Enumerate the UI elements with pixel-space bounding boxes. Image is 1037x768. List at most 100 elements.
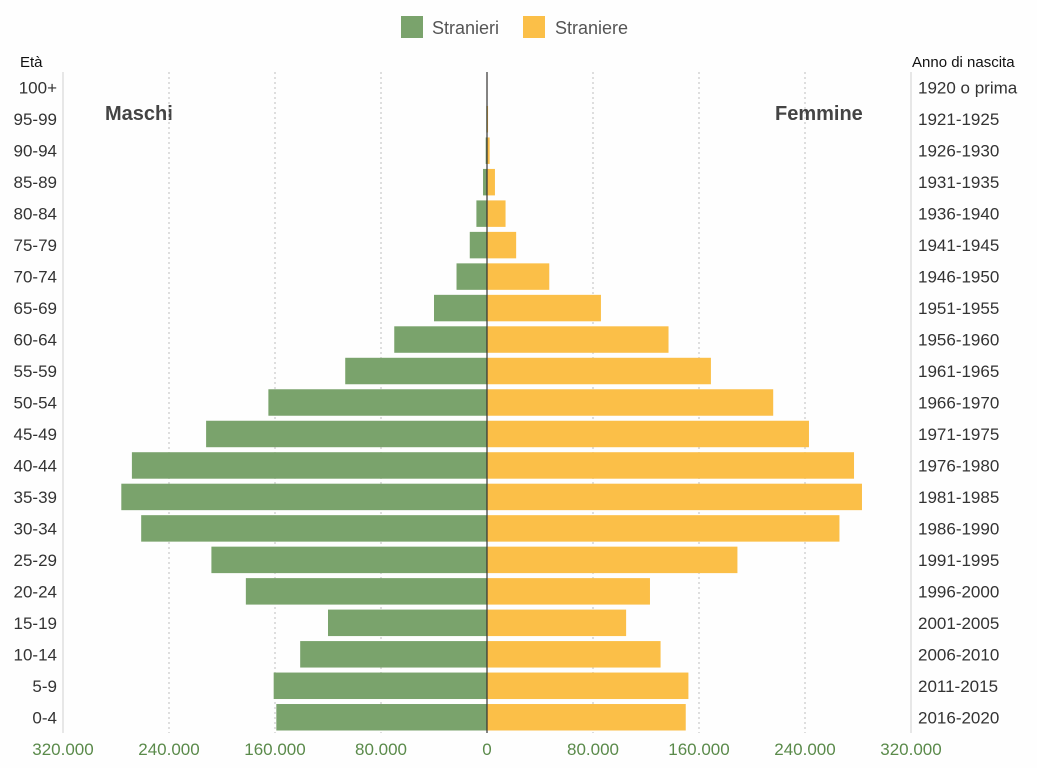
bar-straniere-90-94	[487, 137, 490, 164]
bar-stranieri-50-54	[268, 389, 487, 416]
age-tick-label: 80-84	[14, 205, 57, 224]
males-label: Maschi	[105, 103, 173, 125]
bar-stranieri-5-9	[273, 672, 487, 700]
bar-straniere-0-4	[487, 704, 686, 731]
bar-straniere-35-39	[487, 483, 862, 511]
age-tick-label: 60-64	[14, 331, 57, 350]
age-tick-label: 30-34	[14, 519, 57, 538]
birth-year-tick-label: 1941-1945	[918, 236, 999, 255]
age-tick-label: 25-29	[14, 551, 57, 570]
birth-year-tick-label: 1991-1995	[918, 551, 999, 570]
birth-year-tick-label: 1921-1925	[918, 110, 999, 129]
bar-stranieri-55-59	[345, 357, 487, 385]
birth-axis-title: Anno di nascita	[912, 54, 1015, 71]
bar-straniere-45-49	[487, 420, 809, 448]
bar-stranieri-90-94	[485, 137, 487, 164]
x-tick-label: 80.000	[355, 740, 407, 759]
age-tick-label: 100+	[19, 79, 57, 98]
bar-stranieri-40-44	[131, 452, 487, 479]
bar-straniere-5-9	[487, 672, 689, 700]
age-tick-label: 15-19	[14, 614, 57, 633]
bar-straniere-75-79	[487, 231, 517, 259]
age-tick-label: 5-9	[32, 677, 57, 696]
birth-year-tick-label: 2001-2005	[918, 614, 999, 633]
bar-straniere-40-44	[487, 452, 855, 479]
females-label: Femmine	[775, 103, 863, 125]
birth-year-tick-label: 1996-2000	[918, 582, 999, 601]
birth-year-tick-label: 1920 o prima	[918, 79, 1018, 98]
birth-year-tick-label: 1976-1980	[918, 456, 999, 475]
bar-stranieri-25-29	[211, 546, 487, 574]
legend-label-stranieri: Stranieri	[432, 18, 499, 38]
age-tick-label: 55-59	[14, 362, 57, 381]
birth-year-tick-label: 1966-1970	[918, 394, 999, 413]
age-tick-label: 10-14	[14, 645, 57, 664]
birth-year-tick-label: 1951-1955	[918, 299, 999, 318]
age-tick-label: 70-74	[14, 268, 57, 287]
bar-stranieri-30-34	[141, 515, 488, 542]
age-tick-label: 40-44	[14, 456, 57, 475]
legend-swatch-straniere	[523, 16, 545, 38]
bar-stranieri-65-69	[434, 294, 487, 322]
birth-year-tick-label: 1986-1990	[918, 519, 999, 538]
x-tick-label: 0	[482, 740, 491, 759]
age-tick-label: 20-24	[14, 582, 57, 601]
birth-year-tick-label: 2006-2010	[918, 645, 999, 664]
birth-year-tick-label: 2011-2015	[918, 677, 998, 696]
x-tick-label: 160.000	[244, 740, 305, 759]
birth-year-tick-label: 1981-1985	[918, 488, 999, 507]
bar-straniere-10-14	[487, 641, 661, 668]
bar-straniere-65-69	[487, 294, 601, 322]
birth-year-tick-label: 1926-1930	[918, 142, 999, 161]
age-tick-label: 0-4	[32, 708, 57, 727]
bar-stranieri-10-14	[300, 641, 487, 668]
birth-year-tick-label: 1936-1940	[918, 205, 999, 224]
bar-straniere-15-19	[487, 609, 627, 637]
x-tick-label: 320.000	[32, 740, 93, 759]
bar-straniere-25-29	[487, 546, 738, 574]
bar-straniere-70-74	[487, 263, 550, 290]
birth-year-tick-label: 2016-2020	[918, 708, 999, 727]
x-tick-label: 240.000	[774, 740, 835, 759]
birth-year-tick-label: 1971-1975	[918, 425, 999, 444]
bar-stranieri-80-84	[476, 200, 487, 227]
bar-stranieri-45-49	[206, 420, 487, 448]
age-tick-label: 85-89	[14, 173, 57, 192]
bar-stranieri-85-89	[483, 168, 487, 196]
age-tick-label: 35-39	[14, 488, 57, 507]
age-tick-label: 90-94	[14, 142, 57, 161]
bar-stranieri-75-79	[469, 231, 487, 259]
bar-straniere-20-24	[487, 578, 650, 605]
legend: Stranieri Straniere	[401, 16, 628, 38]
x-tick-label: 320.000	[880, 740, 941, 759]
bar-stranieri-15-19	[328, 609, 487, 637]
bar-straniere-50-54	[487, 389, 774, 416]
bar-straniere-55-59	[487, 357, 711, 385]
birth-year-tick-label: 1931-1935	[918, 173, 999, 192]
age-tick-label: 75-79	[14, 236, 57, 255]
birth-year-tick-label: 1946-1950	[918, 268, 999, 287]
age-tick-label: 45-49	[14, 425, 57, 444]
bar-stranieri-0-4	[276, 704, 487, 731]
axis-labels: 0-4 5-9 10-14 15-19 20-24 25-29 30-34 35-39 40-4…	[14, 79, 1018, 759]
bar-straniere-60-64	[487, 326, 669, 353]
x-tick-label: 240.000	[138, 740, 199, 759]
bar-straniere-85-89	[487, 168, 495, 196]
x-tick-label: 160.000	[668, 740, 729, 759]
bar-straniere-80-84	[487, 200, 506, 227]
age-tick-label: 95-99	[14, 110, 57, 129]
birth-year-tick-label: 1956-1960	[918, 331, 999, 350]
legend-swatch-stranieri	[401, 16, 423, 38]
bar-stranieri-35-39	[121, 483, 488, 511]
age-axis-title: Età	[20, 54, 43, 71]
bar-stranieri-60-64	[394, 326, 487, 353]
x-tick-label: 80.000	[567, 740, 619, 759]
birth-year-tick-label: 1961-1965	[918, 362, 999, 381]
legend-label-straniere: Straniere	[555, 18, 628, 38]
age-tick-label: 50-54	[14, 394, 57, 413]
age-tick-label: 65-69	[14, 299, 57, 318]
bars	[121, 72, 862, 733]
bar-stranieri-70-74	[456, 263, 487, 290]
bar-straniere-30-34	[487, 515, 840, 542]
